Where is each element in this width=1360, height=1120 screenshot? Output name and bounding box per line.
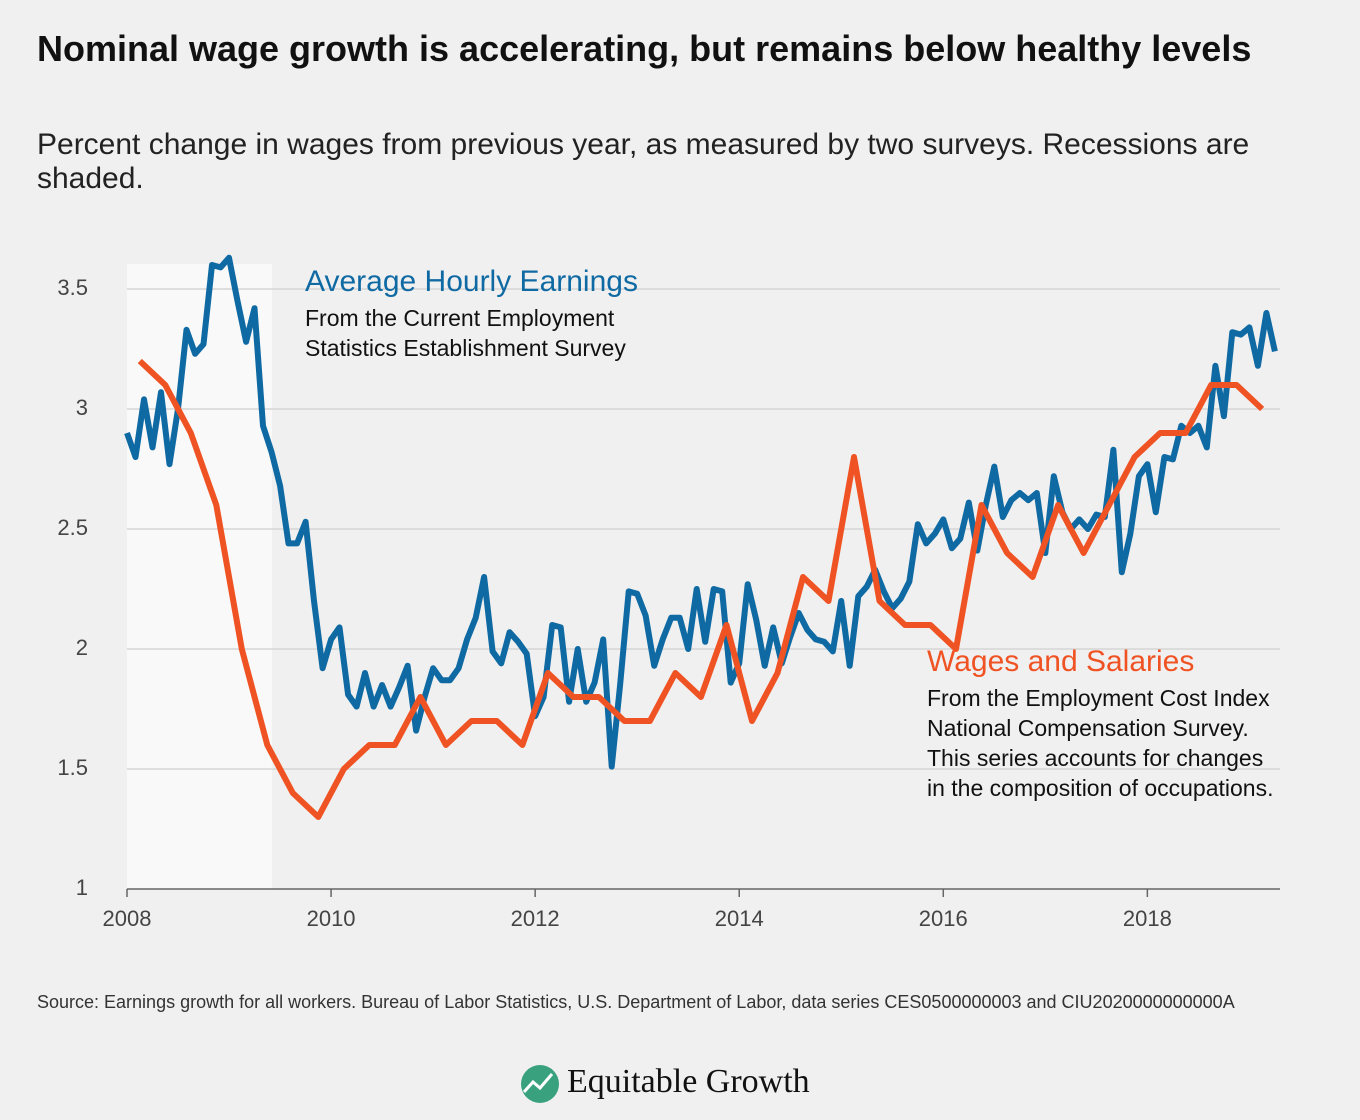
logo-icon xyxy=(521,1065,559,1103)
recession-shade xyxy=(127,264,272,889)
series-description: in the composition of occupations. xyxy=(927,775,1273,801)
x-tick-label: 2016 xyxy=(919,906,968,931)
y-tick-label: 3 xyxy=(76,395,88,420)
series-description: This series accounts for changes xyxy=(927,745,1263,771)
series-line xyxy=(137,358,1265,820)
x-tick-label: 2012 xyxy=(511,906,560,931)
y-tick-label: 1.5 xyxy=(57,755,88,780)
brand-name: Equitable Growth xyxy=(567,1063,810,1100)
logo-mark xyxy=(522,1073,554,1094)
x-tick-label: 2010 xyxy=(307,906,356,931)
series-description: National Compensation Survey. xyxy=(927,715,1249,741)
x-tick-label: 2008 xyxy=(103,906,152,931)
y-tick-label: 2 xyxy=(76,635,88,660)
series-description: From the Current Employment xyxy=(305,305,615,331)
y-tick-label: 1 xyxy=(76,875,88,900)
source-note: Source: Earnings growth for all workers.… xyxy=(37,992,1235,1012)
y-tick-label: 3.5 xyxy=(57,275,88,300)
series-description: From the Employment Cost Index xyxy=(927,685,1270,711)
brand-logo xyxy=(521,1065,559,1103)
x-tick-label: 2014 xyxy=(715,906,764,931)
series-label: Average Hourly Earnings xyxy=(305,265,638,298)
chart-subtitle: Percent change in wages from previous ye… xyxy=(37,128,1250,195)
x-tick-label: 2018 xyxy=(1123,906,1172,931)
y-tick-label: 2.5 xyxy=(57,515,88,540)
series-line xyxy=(124,254,1278,770)
series-description: Statistics Establishment Survey xyxy=(305,335,626,361)
series-label: Wages and Salaries xyxy=(927,645,1194,678)
chart-title: Nominal wage growth is accelerating, but… xyxy=(37,28,1252,69)
